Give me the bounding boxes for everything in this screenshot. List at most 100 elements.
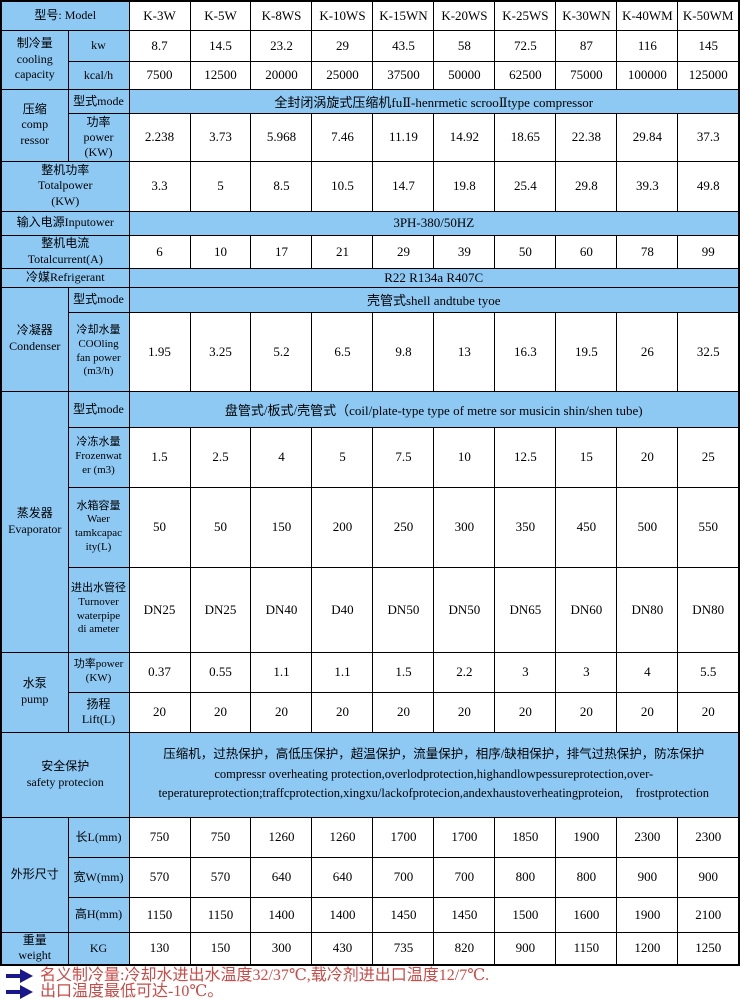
- value-cell: 14.92: [433, 112, 496, 162]
- compressor-mode-value: 全封闭涡旋式压缩机fuⅡ-henrmetic scrooⅡtype compre…: [128, 88, 740, 114]
- value-cell: 21: [311, 234, 374, 269]
- value-cell: 1.1: [311, 651, 374, 693]
- value-cell: 1900: [555, 816, 618, 858]
- value-cell: 20: [128, 691, 191, 733]
- value-cell: 20: [433, 691, 496, 733]
- value-cell: 13: [433, 311, 496, 392]
- right-arrow-icon: [4, 968, 34, 983]
- total-power-label: 整机功率 Totalpower (KW): [0, 160, 130, 212]
- value-cell: 20: [189, 691, 252, 733]
- value-cell: K-3W: [128, 0, 191, 31]
- value-cell: 450: [555, 486, 618, 568]
- value-cell: 1150: [128, 896, 191, 933]
- right-arrow-icon: [4, 984, 34, 999]
- value-cell: 3.3: [128, 160, 191, 212]
- value-cell: 735: [372, 931, 435, 966]
- value-cell: 18.65: [494, 112, 557, 162]
- value-cell: 20: [555, 691, 618, 733]
- value-cell: 1.1: [250, 651, 313, 693]
- value-cell: 12.5: [494, 426, 557, 488]
- value-cell: 1250: [677, 931, 740, 966]
- frozen-water-label: 冷冻水量 Frozenwat er (m3): [67, 426, 130, 488]
- value-cell: 1260: [250, 816, 313, 858]
- value-cell: 750: [189, 816, 252, 858]
- value-cell: K-40WM: [616, 0, 679, 31]
- value-cell: 25000: [311, 60, 374, 90]
- value-cell: 50000: [433, 60, 496, 90]
- value-cell: 17: [250, 234, 313, 269]
- value-cell: 32.5: [677, 311, 740, 392]
- row-total-current: 整机电流 Totalcurrent(A) 6 10 17 21 29 39 50 60 78 99: [0, 234, 740, 269]
- value-cell: 570: [128, 856, 191, 898]
- value-cell: 60: [555, 234, 618, 269]
- row-frozen-water: 冷冻水量 Frozenwat er (m3) 1.5 2.5 4 5 7.5 10 12.5…: [1, 426, 740, 488]
- value-cell: 62500: [494, 60, 557, 90]
- condenser-mode-value: 壳管式shell andtube tyoe: [128, 286, 740, 313]
- input-power-value: 3PH-380/50HZ: [128, 210, 740, 236]
- value-cell: 72.5: [494, 29, 557, 62]
- value-cell: 29: [311, 29, 374, 62]
- value-cell: 1400: [250, 896, 313, 933]
- value-cell: K-8WS: [250, 0, 313, 31]
- value-cell: 2300: [677, 816, 740, 858]
- value-cell: 570: [189, 856, 252, 898]
- value-cell: 5.5: [677, 651, 740, 693]
- value-cell: DN50: [433, 566, 496, 653]
- note-text: 出口温度最低可达-10℃。: [40, 982, 224, 1000]
- value-cell: 3.25: [189, 311, 252, 392]
- value-cell: 39: [433, 234, 496, 269]
- value-cell: 14.5: [189, 29, 252, 62]
- value-cell: K-25WS: [494, 0, 557, 31]
- compressor-group-label: 压缩 comp ressor: [0, 88, 69, 162]
- value-cell: 10: [189, 234, 252, 269]
- value-cell: K-5W: [189, 0, 252, 31]
- value-cell: 0.37: [128, 651, 191, 693]
- spec-table: 型号: Model K-3W K-5W K-8WS K-10WS K-15WN K-20W…: [0, 0, 740, 966]
- value-cell: 99: [677, 234, 740, 269]
- value-cell: 1600: [555, 896, 618, 933]
- value-cell: 116: [616, 29, 679, 62]
- row-pipe-diameter: 进出水管径 Turnover waterpipe di ameter DN25 D…: [1, 566, 740, 653]
- refrigerant-label: 冷媒Refrigerant: [0, 267, 130, 288]
- value-cell: DN80: [616, 566, 679, 653]
- pump-group-label: 水泵 pump: [0, 651, 69, 733]
- value-cell: 78: [616, 234, 679, 269]
- safety-text-en: compressr overheating protection,overlod…: [158, 766, 710, 801]
- value-cell: 900: [616, 856, 679, 898]
- value-cell: 700: [433, 856, 496, 898]
- row-total-power: 整机功率 Totalpower (KW) 3.3 5 8.5 10.5 14.7 19.8…: [0, 160, 740, 212]
- value-cell: 900: [494, 931, 557, 966]
- value-cell: DN65: [494, 566, 557, 653]
- value-cell: 14.7: [372, 160, 435, 212]
- value-cell: 800: [494, 856, 557, 898]
- width-label: 宽W(mm): [67, 856, 130, 898]
- row-condenser-water: 冷却水量 COOling fan power (m3/h) 1.95 3.25 5.…: [1, 311, 740, 392]
- value-cell: 150: [189, 931, 252, 966]
- value-cell: 250: [372, 486, 435, 568]
- height-label: 高H(mm): [67, 896, 130, 933]
- value-cell: 300: [433, 486, 496, 568]
- value-cell: 37500: [372, 60, 435, 90]
- row-compressor-mode: 压缩 comp ressor 型式mode 全封闭涡旋式压缩机fuⅡ-henrm…: [0, 88, 740, 162]
- row-models: 型号: Model K-3W K-5W K-8WS K-10WS K-15WN K-20W…: [0, 0, 740, 31]
- evaporator-mode-label: 型式mode: [67, 390, 130, 428]
- row-tank-capacity: 水箱容量 Waer tamkcapac ity(L) 50 50 150 200 250…: [1, 486, 740, 568]
- kcalh-unit-label: kcal/h: [67, 60, 130, 90]
- row-weight: 重量 weight KG 130 150 300 430 735 820 900 1150 12…: [0, 931, 740, 966]
- value-cell: 550: [677, 486, 740, 568]
- compressor-power-label: 功率 power (KW): [67, 112, 130, 162]
- value-cell: 1260: [311, 816, 374, 858]
- dimensions-group-label: 外形尺寸: [0, 816, 69, 933]
- value-cell: 820: [433, 931, 496, 966]
- evaporator-mode-value: 盘管式/板式/壳管式（coil/plate-type type of metre…: [128, 390, 740, 428]
- value-cell: 20: [311, 691, 374, 733]
- value-cell: 3: [555, 651, 618, 693]
- value-cell: 0.55: [189, 651, 252, 693]
- note-line: 出口温度最低可达-10℃。: [4, 982, 740, 1000]
- value-cell: DN25: [189, 566, 252, 653]
- value-cell: 37.3: [677, 112, 740, 162]
- value-cell: 100000: [616, 60, 679, 90]
- value-cell: 750: [128, 816, 191, 858]
- value-cell: 50: [128, 486, 191, 568]
- value-cell: 20: [494, 691, 557, 733]
